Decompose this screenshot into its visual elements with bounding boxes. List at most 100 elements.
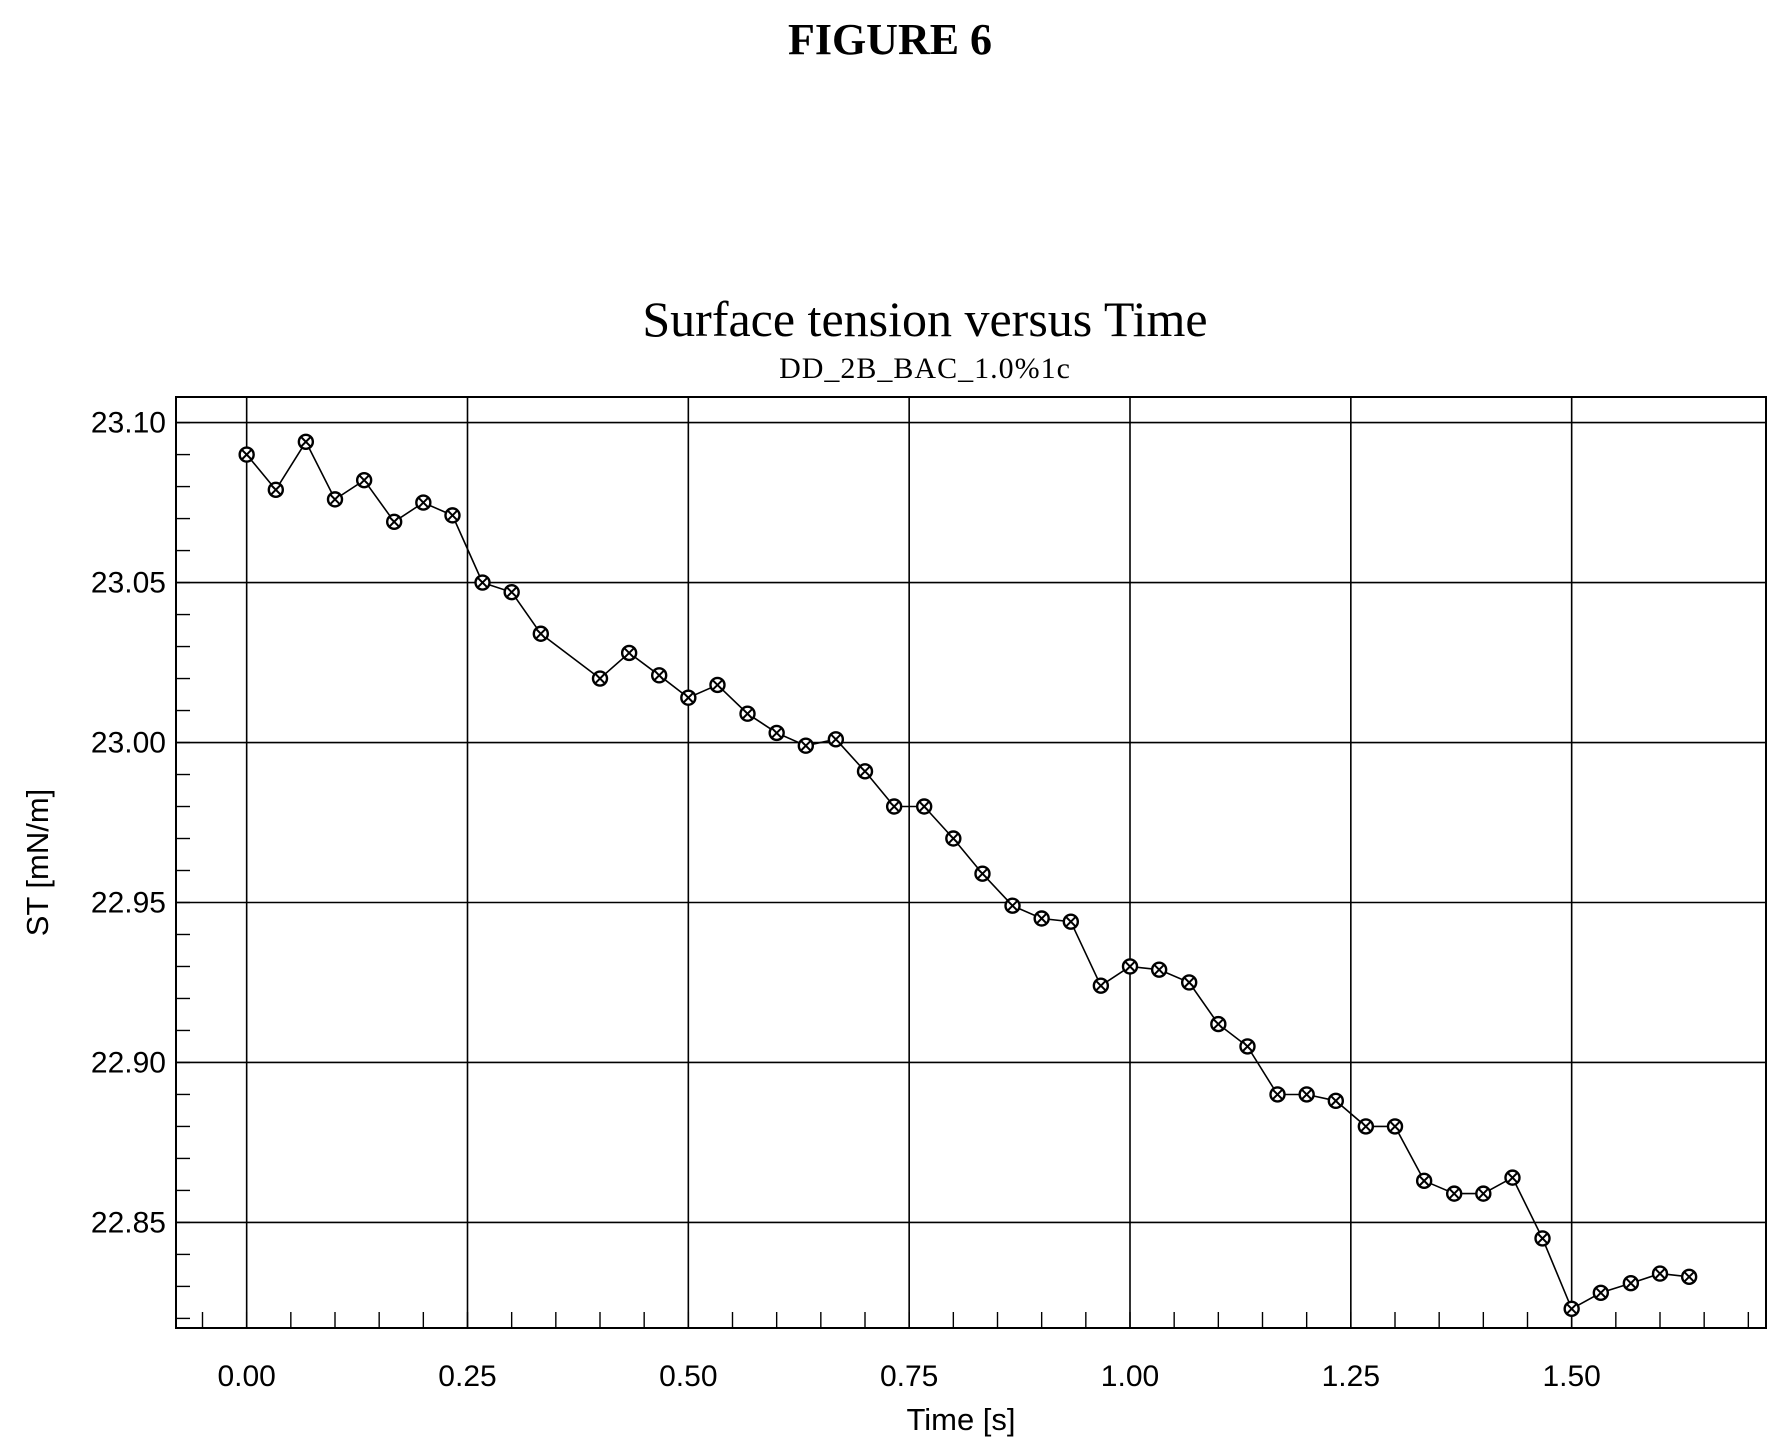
data-point-cross bbox=[888, 800, 900, 813]
data-point-cross bbox=[300, 436, 312, 448]
x-tick-label: 0.00 bbox=[217, 1360, 275, 1393]
data-point bbox=[1269, 1086, 1286, 1103]
data-point bbox=[444, 507, 461, 524]
plot-frame bbox=[175, 396, 1767, 1329]
x-tick-label: 0.50 bbox=[659, 1360, 717, 1393]
data-point bbox=[326, 491, 344, 508]
data-point-cross bbox=[771, 727, 783, 739]
y-axis-title: ST [mN/m] bbox=[20, 789, 55, 937]
y-tick-label: 22.85 bbox=[91, 1206, 166, 1239]
data-point bbox=[1004, 897, 1021, 914]
data-point-cross bbox=[653, 669, 665, 681]
x-axis-title: Time [s] bbox=[906, 1402, 1015, 1437]
data-point-cross bbox=[1301, 1088, 1313, 1101]
data-point-cross bbox=[918, 800, 930, 813]
data-point bbox=[385, 513, 403, 530]
data-point bbox=[415, 494, 432, 511]
data-point-cross bbox=[1566, 1303, 1578, 1315]
data-point bbox=[503, 583, 520, 601]
data-point-cross bbox=[682, 692, 694, 704]
data-point-cross bbox=[800, 740, 812, 752]
data-point-cross bbox=[1065, 916, 1077, 928]
y-tick-label: 22.95 bbox=[91, 886, 166, 919]
y-tick-label: 23.05 bbox=[91, 567, 166, 600]
data-point bbox=[1622, 1275, 1640, 1292]
data-point-cross bbox=[1241, 1040, 1254, 1053]
data-point-cross bbox=[594, 672, 606, 685]
data-point bbox=[1298, 1086, 1315, 1103]
y-tick-label: 23.10 bbox=[91, 407, 166, 440]
data-point bbox=[1150, 961, 1168, 978]
data-point bbox=[1033, 910, 1050, 927]
data-point-cross bbox=[1036, 912, 1048, 925]
data-point bbox=[680, 689, 697, 706]
data-point-cross bbox=[1654, 1268, 1666, 1280]
data-point bbox=[297, 433, 315, 450]
data-point bbox=[974, 865, 991, 882]
data-point bbox=[591, 670, 609, 687]
data-point-cross bbox=[1506, 1172, 1519, 1184]
data-point bbox=[915, 798, 933, 815]
data-point-cross bbox=[830, 733, 842, 745]
data-point bbox=[739, 705, 756, 722]
data-point-cross bbox=[1095, 980, 1107, 992]
data-point bbox=[1121, 958, 1139, 975]
data-point-cross bbox=[1212, 1018, 1224, 1030]
data-point-cross bbox=[1124, 960, 1136, 973]
data-point-cross bbox=[1595, 1287, 1607, 1299]
data-point-cross bbox=[417, 496, 429, 509]
data-point bbox=[1210, 1015, 1227, 1033]
data-point bbox=[355, 471, 373, 489]
data-point bbox=[620, 644, 638, 662]
data-point bbox=[1680, 1268, 1698, 1286]
data-point bbox=[1386, 1118, 1404, 1135]
data-point-cross bbox=[1389, 1120, 1401, 1133]
data-point bbox=[1357, 1118, 1375, 1135]
data-point bbox=[945, 830, 962, 847]
data-point bbox=[1592, 1284, 1610, 1302]
chart-subtitle: DD_2B_BAC_1.0%1c bbox=[779, 352, 1071, 385]
grid-lines bbox=[176, 397, 1766, 1328]
data-point bbox=[709, 676, 726, 694]
data-point bbox=[768, 724, 785, 742]
data-point bbox=[1415, 1172, 1433, 1190]
data-point-cross bbox=[741, 708, 754, 720]
data-point-cross bbox=[947, 832, 959, 845]
data-point bbox=[238, 446, 255, 463]
x-tick-label: 0.25 bbox=[438, 1360, 496, 1393]
data-point-cross bbox=[711, 679, 724, 691]
figure-label: FIGURE 6 bbox=[787, 15, 993, 64]
data-point bbox=[1534, 1230, 1551, 1247]
data-point-cross bbox=[1183, 976, 1195, 989]
data-point bbox=[267, 481, 285, 498]
data-point bbox=[797, 737, 815, 754]
data-point-cross bbox=[1330, 1095, 1342, 1107]
data-point bbox=[1327, 1092, 1345, 1110]
data-point-cross bbox=[1536, 1232, 1549, 1245]
data-point-cross bbox=[1271, 1088, 1284, 1101]
data-point-cross bbox=[1625, 1277, 1637, 1289]
data-point bbox=[1504, 1169, 1521, 1186]
data-point-cross bbox=[1006, 900, 1019, 912]
data-point-cross bbox=[976, 868, 989, 880]
data-point bbox=[827, 731, 845, 748]
data-point bbox=[1445, 1185, 1463, 1202]
data-point bbox=[532, 625, 550, 642]
data-point-cross bbox=[535, 628, 547, 640]
tick-labels: 0.00 0.25 0.50 0.75 1.00 1.25 1.50 22.85 22.90 22… bbox=[91, 407, 1601, 1393]
data-point-cross bbox=[270, 484, 282, 496]
data-point-cross bbox=[388, 516, 400, 528]
minor-ticks bbox=[176, 421, 1750, 1328]
data-point bbox=[1092, 977, 1110, 994]
data-point-cross bbox=[1418, 1175, 1430, 1187]
data-point-cross bbox=[1360, 1120, 1372, 1133]
x-tick-label: 1.50 bbox=[1542, 1360, 1600, 1393]
series-line bbox=[246, 440, 1690, 1310]
y-tick-label: 23.00 bbox=[91, 727, 166, 760]
data-point-cross bbox=[446, 509, 459, 521]
data-point-cross bbox=[476, 576, 489, 589]
data-point-cross bbox=[1448, 1188, 1460, 1200]
data-point-cross bbox=[859, 765, 871, 777]
data-point bbox=[1180, 974, 1198, 991]
